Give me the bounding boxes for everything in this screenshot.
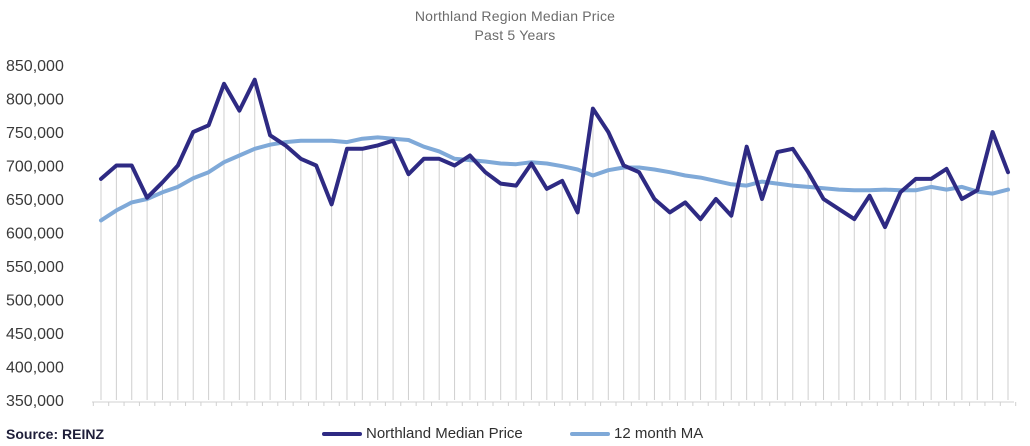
y-tick-label: 800,000 (6, 92, 64, 109)
chart-subtitle: Past 5 Years (474, 27, 556, 43)
legend-swatch-median (322, 431, 362, 436)
y-tick-label: 550,000 (6, 259, 64, 276)
y-tick-label: 400,000 (6, 360, 64, 377)
legend-swatch-ma (570, 431, 610, 436)
legend-label-ma: 12 month MA (614, 425, 704, 442)
legend-item-ma: 12 month MA (570, 425, 703, 442)
y-tick-label: 350,000 (6, 393, 64, 410)
y-tick-label: 600,000 (6, 226, 64, 243)
y-tick-label: 450,000 (6, 326, 64, 343)
y-tick-label: 850,000 (6, 58, 64, 75)
series-line-median-price (99, 77, 1010, 230)
series-line-12-month-ma (99, 135, 1010, 223)
legend-item-median: Northland Median Price (322, 425, 523, 442)
source-note: Source: REINZ (6, 426, 105, 442)
y-tick-label: 500,000 (6, 293, 64, 310)
chart-title: Northland Region Median Price (414, 8, 616, 24)
y-tick-label: 650,000 (6, 192, 64, 209)
y-tick-label: 750,000 (6, 125, 64, 142)
y-tick-label: 700,000 (6, 159, 64, 176)
legend-label-median: Northland Median Price (366, 425, 523, 442)
